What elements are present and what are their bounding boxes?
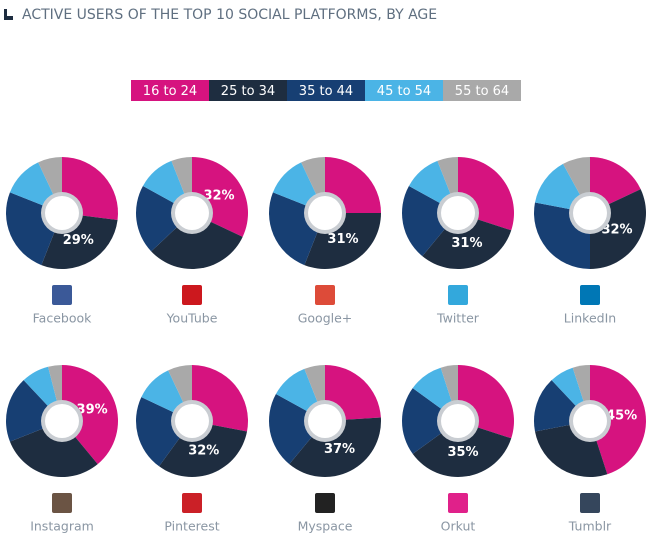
pie-hole	[308, 404, 342, 438]
value-label: 37%	[324, 442, 355, 457]
platform-icon	[52, 285, 72, 305]
value-label: 29%	[63, 233, 94, 248]
pie-slice	[590, 365, 646, 475]
value-label: 32%	[188, 443, 219, 458]
value-label: 32%	[203, 188, 234, 203]
pie-hole	[175, 196, 209, 230]
platform-icon	[182, 285, 202, 305]
pie-slice	[9, 421, 98, 477]
value-label: 32%	[601, 223, 632, 238]
platform-name: Twitter	[436, 311, 480, 326]
value-label: 45%	[606, 408, 637, 423]
platform-name: Pinterest	[164, 519, 219, 534]
chart-title: ACTIVE USERS OF THE TOP 10 SOCIAL PLATFO…	[22, 7, 437, 23]
platform-icon	[448, 493, 468, 513]
value-label: 31%	[451, 236, 482, 251]
platform-icon	[448, 285, 468, 305]
legend-swatch	[443, 80, 521, 101]
platform-icon	[580, 285, 600, 305]
platform-name: Google+	[298, 311, 353, 326]
pie-slice	[62, 365, 119, 465]
legend-swatch	[287, 80, 365, 101]
platform-name: Instagram	[30, 519, 94, 534]
platform-icon	[52, 493, 72, 513]
pie-slice	[402, 186, 458, 257]
pie-hole	[45, 196, 79, 230]
platform-name: Myspace	[298, 519, 353, 534]
legend-swatch	[131, 80, 209, 101]
value-label: 39%	[77, 403, 108, 418]
platform-name: Orkut	[441, 519, 476, 534]
legend-label: 16 to 24	[143, 84, 197, 99]
platform-name: YouTube	[166, 311, 218, 326]
pie-slice	[159, 421, 248, 478]
legend-label: 35 to 44	[299, 84, 353, 99]
pie-slice	[401, 388, 458, 454]
pie-slice	[412, 421, 512, 478]
pie-slice	[289, 417, 381, 478]
pie-slice	[422, 213, 512, 269]
pie-hole	[573, 404, 607, 438]
pie-slice	[269, 394, 325, 465]
pie-hole	[308, 196, 342, 230]
legend-label: 55 to 64	[455, 84, 509, 99]
legend-swatch	[365, 80, 443, 101]
pie-hole	[45, 404, 79, 438]
legend-label: 25 to 34	[221, 84, 275, 99]
platform-icon	[182, 493, 202, 513]
pie-hole	[441, 196, 475, 230]
legend-label: 45 to 54	[377, 84, 431, 99]
platform-name: Facebook	[33, 311, 92, 326]
platform-icon	[315, 285, 335, 305]
title-icon	[7, 16, 13, 20]
pie-slice	[151, 213, 243, 270]
title-icon	[4, 9, 7, 20]
pie-hole	[573, 196, 607, 230]
platform-name: Tumblr	[568, 519, 612, 534]
pie-slice	[135, 186, 192, 252]
value-label: 31%	[327, 232, 358, 247]
platform-icon	[580, 493, 600, 513]
value-label: 35%	[447, 445, 478, 460]
platform-icon	[315, 493, 335, 513]
legend-swatch	[209, 80, 287, 101]
platform-name: LinkedIn	[564, 311, 616, 326]
pie-hole	[175, 404, 209, 438]
pie-hole	[441, 404, 475, 438]
